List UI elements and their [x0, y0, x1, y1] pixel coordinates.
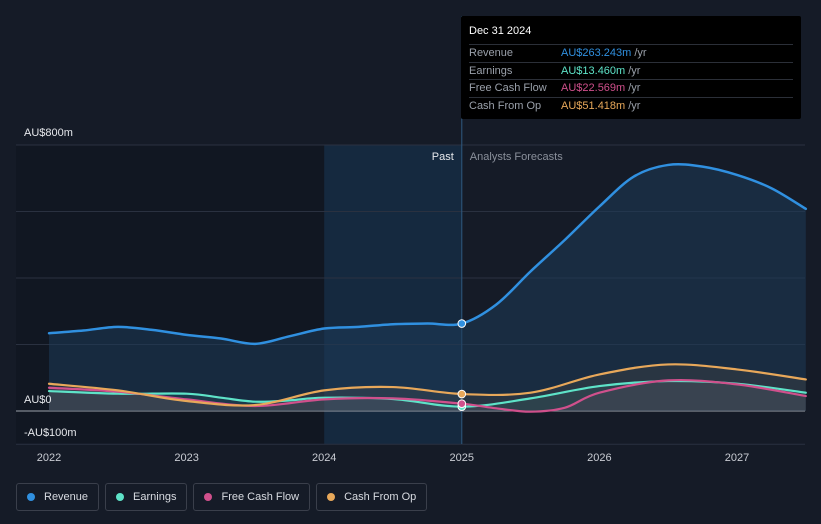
chart-canvas: AU$800m AU$0 -AU$100m Past Analysts Forecast… — [16, 16, 808, 464]
series-area — [49, 364, 806, 411]
tooltip-unit: /yr — [628, 82, 641, 95]
legend-dot-icon — [27, 493, 35, 501]
legend-label: Earnings — [133, 491, 177, 503]
tooltip-date: Dec 31 2024 — [469, 25, 532, 37]
data-point-marker — [457, 389, 467, 399]
series-line-free-cash-flow — [47, 378, 807, 413]
legend-dot-icon — [204, 493, 213, 501]
legend-dot-icon — [327, 493, 336, 501]
tooltip-row-earnings: Earnings AU$13.460m /yr — [469, 61, 793, 80]
tooltip-label: Earnings — [469, 64, 513, 77]
series-line-revenue — [47, 163, 808, 346]
revenue-area — [49, 164, 806, 411]
tooltip-unit: /yr — [628, 99, 641, 112]
tooltip-row-cash-from-op: Cash From Op AU$51.418m /yr — [469, 96, 793, 115]
x-tick-label: 2026 — [587, 452, 611, 464]
tooltip-unit: /yr — [634, 47, 647, 60]
x-tick-label: 2024 — [312, 452, 336, 464]
legend-item-free-cash-flow[interactable]: Free Cash Flow — [193, 483, 311, 511]
tooltip-label: Revenue — [469, 47, 514, 60]
tooltip-value: AU$263.243m — [561, 47, 632, 60]
legend-dot-icon — [116, 493, 125, 501]
tooltip-value: AU$13.460m — [561, 64, 626, 77]
series-area — [49, 380, 806, 412]
y-axis-label-zero: AU$0 — [24, 394, 52, 406]
y-axis-label-bottom: -AU$100m — [24, 427, 77, 439]
data-point-marker — [457, 319, 467, 328]
tooltip: Dec 31 2024 Revenue AU$263.243m /yr Earn… — [461, 16, 801, 119]
legend-item-revenue[interactable]: Revenue — [16, 483, 100, 511]
tooltip-label: Free Cash Flow — [469, 82, 547, 95]
x-tick-label: 2022 — [37, 452, 61, 464]
legend-item-cash-from-op[interactable]: Cash From Op — [316, 483, 428, 511]
legend-item-earnings[interactable]: Earnings — [105, 483, 188, 511]
legend-label: Revenue — [44, 491, 89, 503]
forecast-label: Analysts Forecasts — [470, 151, 563, 163]
past-label: Past — [432, 151, 454, 163]
tooltip-row-revenue: Revenue AU$263.243m /yr — [469, 44, 793, 62]
legend-label: Free Cash Flow — [221, 491, 300, 503]
series-line-cash-from-op — [47, 363, 807, 407]
tooltip-unit: /yr — [628, 64, 641, 77]
data-point-marker — [457, 399, 467, 408]
y-axis-label-top: AU$800m — [24, 127, 73, 139]
x-tick-label: 2027 — [725, 452, 749, 464]
legend-label: Cash From Op — [344, 491, 417, 503]
tooltip-row-free-cash-flow: Free Cash Flow AU$22.569m /yr — [469, 79, 793, 97]
legend: Revenue Earnings Free Cash Flow Cash Fro… — [16, 483, 428, 511]
tooltip-value: AU$22.569m — [561, 82, 626, 95]
tooltip-value: AU$51.418m — [561, 99, 626, 112]
x-tick-label: 2023 — [174, 452, 198, 464]
x-tick-label: 2025 — [450, 452, 474, 464]
tooltip-label: Cash From Op — [469, 99, 542, 112]
